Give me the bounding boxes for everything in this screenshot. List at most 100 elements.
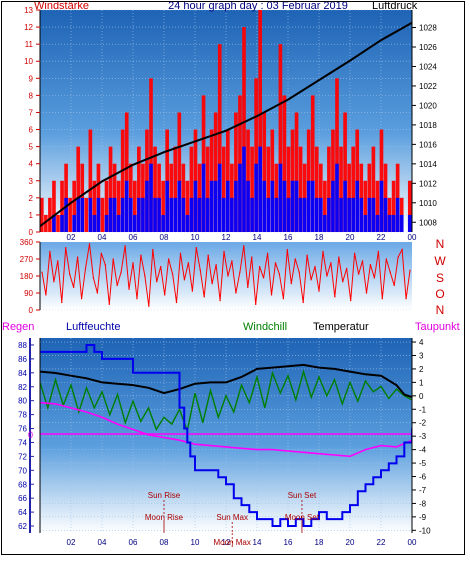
wind-bar [153, 146, 157, 232]
wind-direction-point [144, 275, 146, 277]
gust-bar [52, 214, 56, 232]
degree-tick-label: 180 [20, 272, 34, 281]
wind-direction-point [73, 286, 75, 288]
top-x-ticks: 02 04 06 08 10 12 14 16 18 20 22 00 [67, 233, 417, 242]
bottom-x-tick-label: 20 [346, 538, 355, 547]
humidity-tick-label: 72 [18, 452, 27, 461]
compass-label: S [436, 271, 444, 285]
gust-bar [120, 197, 125, 232]
wind-direction-point [140, 254, 142, 256]
wind-tick-label: 8 [29, 91, 34, 100]
wind-direction-series [41, 243, 411, 307]
pressure-tick-label: 1018 [419, 121, 437, 130]
bottom-x-tick-label: 12 [222, 538, 231, 547]
chart-title: 24 hour graph day : 03 Februar 2019 [168, 0, 348, 12]
wind-direction-point [128, 288, 130, 290]
gust-bar [238, 163, 242, 232]
wind-direction-point [377, 250, 379, 253]
wind-bar [327, 146, 331, 232]
humidity-tick-label: 76 [18, 425, 27, 434]
wind-direction-point [286, 248, 288, 251]
gust-bar [347, 197, 351, 232]
gust-bar [254, 163, 258, 232]
wind-direction-point [266, 252, 269, 254]
wind-bar [48, 197, 52, 232]
gust-bar [209, 180, 214, 232]
gust-bar [319, 197, 323, 232]
wind-bar [407, 180, 412, 232]
gust-bar [157, 197, 161, 232]
temperature-tick-label: -1 [419, 405, 427, 414]
gust-bar [323, 214, 327, 232]
wind-bar [221, 146, 226, 232]
wind-tick-label: 2 [29, 194, 34, 203]
humidity-tick-label: 64 [18, 508, 27, 517]
gust-bar [165, 180, 169, 232]
gust-bar [363, 214, 368, 232]
wind-bar [294, 112, 299, 232]
wind-direction-point [215, 264, 217, 266]
wind-direction-point [361, 260, 364, 262]
gust-bar [306, 180, 311, 232]
gust-bar [399, 214, 404, 232]
wind-direction-point [318, 290, 320, 292]
wind-direction-point [369, 264, 372, 266]
pressure-tick-label: 1022 [419, 82, 437, 91]
gust-bar [177, 180, 182, 232]
legend-luftfeuchte: Luftfeuchte [66, 321, 120, 333]
windchill-line [40, 369, 412, 434]
wind-bar [286, 146, 291, 232]
degree-tick-label: 0 [29, 306, 34, 315]
gust-bar [76, 197, 81, 232]
gust-bars [52, 146, 412, 232]
wind-bar [363, 180, 368, 232]
wind-direction-point [156, 281, 158, 283]
wind-direction-point [401, 248, 403, 251]
humidity-tick-label: 74 [18, 438, 27, 447]
wind-direction-point [247, 286, 249, 288]
wind-direction-point [164, 294, 166, 296]
wind-bar [88, 129, 93, 232]
gust-bar [286, 197, 291, 232]
wind-direction-point [203, 296, 205, 298]
gust-bar [88, 197, 93, 232]
wind-bar [185, 180, 190, 232]
wind-direction-point [350, 299, 352, 302]
wind-direction-point [346, 267, 348, 270]
gust-bar [128, 197, 133, 232]
wind-direction-point [84, 267, 87, 270]
gust-bar [395, 197, 400, 232]
wind-bar [375, 180, 380, 232]
wind-direction-point [373, 277, 376, 279]
humidity-tick-label: 66 [18, 494, 27, 503]
humidity-line [40, 344, 412, 527]
wind-direction-point [389, 271, 391, 273]
wind-tick-label: 5 [29, 143, 34, 152]
humidity-tick-label: 88 [18, 341, 27, 350]
wind-direction-point [168, 258, 170, 260]
gust-bar [407, 214, 412, 232]
gust-bar [60, 214, 64, 232]
gust-bar [92, 214, 97, 232]
bottom-x-tick-label: 22 [377, 538, 386, 547]
wind-tick-label: 11 [25, 40, 34, 49]
gust-bar [116, 214, 121, 232]
gust-bar [133, 214, 137, 232]
wind-direction-point [310, 279, 312, 281]
temperature-tick-label: 0 [419, 392, 424, 401]
wind-direction-point [69, 273, 71, 275]
wind-direction-point [385, 258, 387, 260]
wind-bar [133, 180, 137, 232]
gust-bar [339, 197, 343, 232]
wind-tick-label: 10 [24, 57, 33, 66]
wind-bar [254, 78, 258, 232]
annotation-label: Moon Rise [145, 513, 184, 522]
wind-direction-point [49, 250, 51, 253]
humidity-tick-label: 82 [18, 383, 27, 392]
wind-bar [351, 146, 355, 232]
wind-bar [278, 44, 283, 232]
temperature-line [40, 363, 412, 399]
wind-direction-point [76, 256, 79, 258]
gust-bar [205, 197, 210, 232]
